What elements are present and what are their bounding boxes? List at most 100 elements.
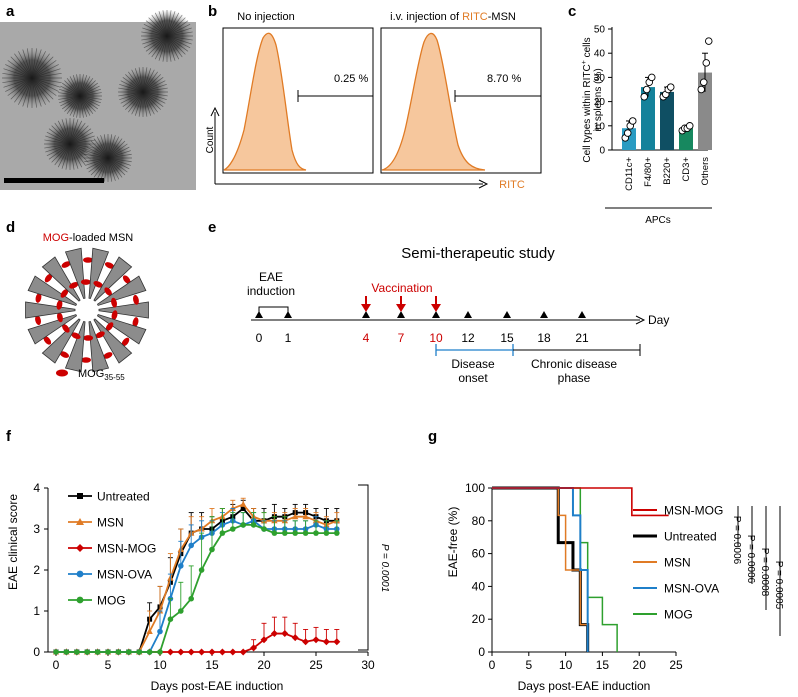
panel-letter-e: e bbox=[208, 219, 216, 236]
msn-pore-rod bbox=[41, 318, 81, 364]
legend-marker bbox=[76, 518, 84, 525]
bar-datapoint bbox=[705, 37, 713, 45]
marker bbox=[291, 634, 299, 642]
survival-chart-ylabel: EAE-free (%) bbox=[446, 507, 460, 578]
msn-particle bbox=[2, 48, 62, 108]
msn-particle bbox=[58, 74, 102, 118]
timeline-day-4: 4 bbox=[363, 331, 370, 345]
marker bbox=[282, 530, 288, 536]
mog-peptide bbox=[80, 279, 91, 285]
induction-label-line2: induction bbox=[247, 284, 295, 298]
survival-xtick-label: 25 bbox=[669, 658, 683, 672]
marker bbox=[302, 513, 309, 520]
timeline-tick bbox=[578, 311, 586, 318]
bar-datapoint bbox=[697, 85, 706, 94]
clinical-xtick-label: 30 bbox=[361, 658, 375, 672]
marker bbox=[167, 616, 174, 622]
mog-peptide bbox=[104, 262, 115, 269]
msn-particle-diagram bbox=[25, 247, 149, 373]
marker bbox=[84, 649, 90, 655]
panel-g-survival-chart: 0 5 10 15 20 25020406080100MSN-MOGUntreatedMS… bbox=[446, 481, 784, 693]
vaccination-label: Vaccination bbox=[371, 281, 432, 295]
induction-label-line1: EAE bbox=[259, 270, 283, 284]
mog-peptide bbox=[57, 312, 63, 323]
mog-peptide bbox=[69, 281, 79, 289]
mog-peptide bbox=[44, 273, 53, 283]
panel-letter-d: d bbox=[6, 219, 15, 236]
chronic-label-line2: phase bbox=[558, 371, 591, 385]
bar-datapoint bbox=[686, 122, 694, 130]
clinical-ytick-label: 0 bbox=[33, 645, 40, 659]
marker bbox=[250, 644, 258, 652]
marker bbox=[208, 648, 216, 656]
msn-particle bbox=[84, 134, 132, 182]
vaccination-arrowhead bbox=[361, 304, 371, 312]
bar-category-label: CD3+ bbox=[681, 157, 692, 182]
marker bbox=[250, 522, 257, 528]
mog-peptide bbox=[56, 299, 63, 310]
marker bbox=[323, 530, 330, 536]
survival-pvalue: P = 0.0006 bbox=[745, 535, 756, 584]
bar-datapoint bbox=[629, 117, 637, 125]
histogram-right-title: i.v. injection of RITC-MSN bbox=[390, 11, 516, 23]
marker bbox=[333, 517, 340, 524]
mog-peptide bbox=[104, 287, 112, 296]
histogram-right-curve bbox=[381, 32, 486, 171]
marker bbox=[292, 513, 299, 520]
clinical-chart-xlabel: Days post-EAE induction bbox=[151, 679, 284, 693]
bar-chart-ylabel: Cell types within RITC+ cells bbox=[581, 37, 593, 162]
mog-legend-label: MOG35-55 bbox=[78, 368, 125, 382]
timeline-day-21: 21 bbox=[575, 331, 589, 345]
marker bbox=[313, 530, 319, 536]
mog-peptide bbox=[62, 324, 70, 333]
legend-label-MOG: MOG bbox=[664, 608, 693, 622]
timeline-tick bbox=[362, 311, 370, 318]
marker bbox=[166, 648, 174, 656]
gate-left-pct: 0.25 % bbox=[334, 73, 368, 85]
mog-peptide bbox=[103, 352, 113, 359]
legend-marker bbox=[76, 596, 84, 604]
marker bbox=[146, 649, 153, 655]
marker bbox=[333, 638, 341, 646]
timeline-day-7: 7 bbox=[398, 331, 405, 345]
bar-chart-ylabel-line2: in spleens (%) bbox=[593, 68, 604, 131]
msn-pore-rod bbox=[27, 314, 78, 345]
marker bbox=[115, 649, 122, 655]
mog-peptide bbox=[61, 261, 71, 268]
msn-pore-rod bbox=[88, 321, 110, 373]
marker bbox=[240, 522, 246, 528]
marker bbox=[230, 526, 236, 532]
clinical-xtick-label: 25 bbox=[309, 658, 323, 672]
marker bbox=[312, 636, 320, 644]
marker bbox=[156, 607, 164, 614]
marker bbox=[198, 648, 206, 656]
marker bbox=[188, 595, 194, 602]
marker bbox=[177, 648, 185, 656]
clinical-xtick-label: 0 bbox=[53, 658, 60, 672]
marker bbox=[94, 649, 101, 655]
marker bbox=[281, 630, 289, 638]
panel-letter-b: b bbox=[208, 3, 217, 20]
histogram-left-frame bbox=[222, 27, 374, 174]
diagram-title: MOG-loaded MSN bbox=[43, 232, 134, 244]
timeline-day-12: 12 bbox=[461, 331, 475, 345]
panel-letter-g: g bbox=[428, 428, 437, 445]
marker bbox=[187, 648, 195, 656]
survival-ytick-label: 40 bbox=[472, 579, 486, 593]
marker bbox=[240, 506, 246, 511]
bar-ytick-label: 0 bbox=[599, 146, 605, 157]
clinical-ytick-label: 4 bbox=[33, 481, 40, 495]
survival-legend: MSN-MOG Untreated MSN MSN-OVA MOG bbox=[633, 504, 723, 622]
marker bbox=[270, 630, 278, 638]
marker bbox=[105, 649, 111, 655]
panel-b-histograms: No injection i.v. injection of RITC-MSN … bbox=[205, 11, 542, 191]
onset-label-line1: Disease bbox=[451, 357, 495, 371]
marker bbox=[292, 530, 299, 536]
gate-right-pct: 8.70 % bbox=[487, 73, 521, 85]
legend-label-Untreated: Untreated bbox=[97, 490, 150, 504]
clinical-pvalue: P = 0.0001 bbox=[379, 544, 390, 592]
panel-e-timeline: Semi-therapeutic study EAE induction Vac… bbox=[247, 245, 669, 385]
marker bbox=[261, 526, 267, 532]
onset-label-line2: onset bbox=[458, 371, 488, 385]
